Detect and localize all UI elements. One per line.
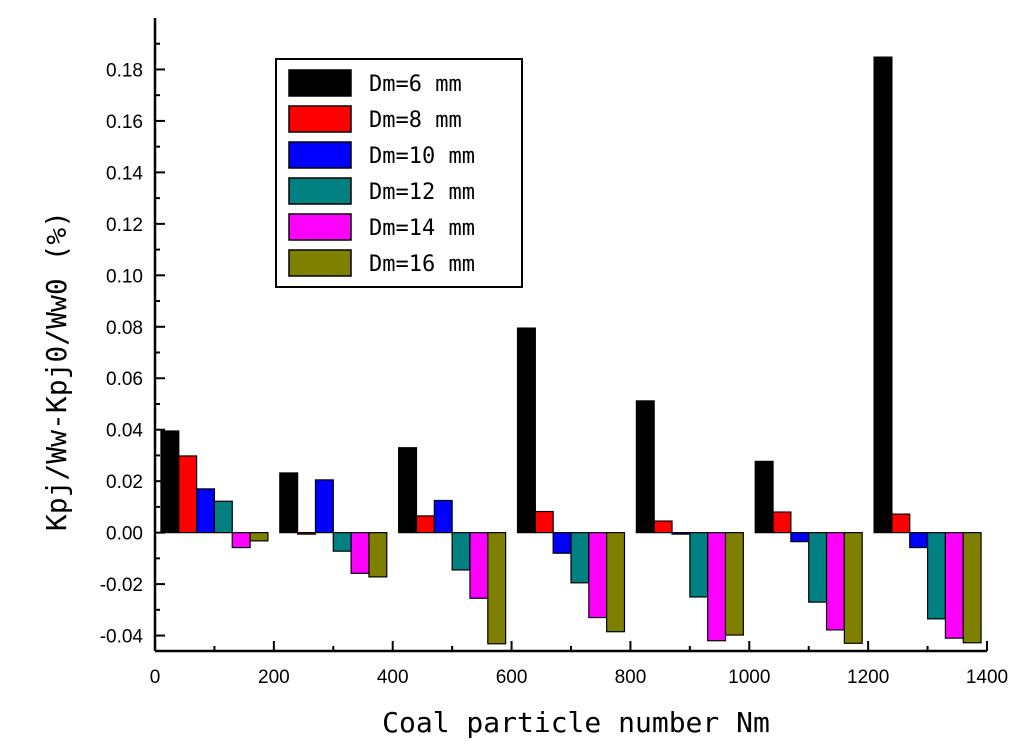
legend-label-dm-12-mm: Dm=12 mm: [369, 180, 475, 205]
y-tick-label: 0.08: [106, 318, 143, 339]
legend-swatch-dm-6-mm: [288, 69, 352, 97]
legend-swatch-dm-16-mm: [288, 249, 352, 277]
y-tick-label: 0.16: [106, 112, 143, 133]
bar-dm-10-mm-group-6: [790, 532, 810, 543]
x-tick-label: 1200: [847, 667, 889, 688]
y-tick-label: 0.10: [106, 266, 143, 287]
legend-swatch-dm-14-mm: [288, 213, 352, 241]
bar-dm-16-mm-group-4: [606, 532, 626, 633]
bar-dm-10-mm-group-2: [314, 479, 334, 534]
bar-dm-12-mm-group-6: [808, 532, 828, 603]
bar-dm-12-mm-group-7: [926, 532, 946, 620]
bar-dm-16-mm-group-6: [843, 532, 863, 644]
bar-dm-6-mm-group-4: [516, 327, 536, 534]
y-tick-label: 0.14: [106, 163, 143, 184]
y-tick-label: 0.04: [106, 421, 143, 442]
bar-dm-14-mm-group-1: [231, 532, 251, 549]
bar-dm-16-mm-group-2: [368, 532, 388, 578]
bar-dm-14-mm-group-7: [944, 532, 964, 639]
bar-dm-10-mm-group-5: [671, 532, 691, 535]
x-axis-title: Coal particle number Nm: [382, 706, 770, 739]
bar-dm-10-mm-group-7: [909, 532, 929, 549]
y-tick-label: 0.18: [106, 60, 143, 81]
y-tick-label: -0.02: [100, 575, 143, 596]
bar-dm-14-mm-group-2: [350, 532, 370, 574]
bar-dm-14-mm-group-6: [825, 532, 845, 631]
bar-dm-6-mm-group-5: [635, 400, 655, 534]
y-tick-label: 0.00: [106, 524, 143, 545]
legend-swatch-dm-10-mm: [288, 141, 352, 169]
y-tick-label: 0.12: [106, 215, 143, 236]
y-tick-label: 0.06: [106, 369, 143, 390]
bar-dm-6-mm-group-7: [873, 56, 893, 534]
legend-swatch-dm-12-mm: [288, 177, 352, 205]
bar-dm-14-mm-group-5: [707, 532, 727, 642]
bar-dm-10-mm-group-4: [552, 532, 572, 554]
bar-dm-8-mm-group-3: [415, 515, 435, 534]
bar-dm-8-mm-group-2: [297, 532, 317, 535]
legend-label-dm-8-mm: Dm=8 mm: [369, 108, 462, 133]
x-tick-label: 1400: [966, 667, 1008, 688]
x-tick-label: 800: [615, 667, 647, 688]
bar-dm-12-mm-group-3: [451, 532, 471, 571]
bar-dm-12-mm-group-4: [570, 532, 590, 584]
bar-dm-10-mm-group-3: [433, 499, 453, 534]
bar-dm-6-mm-group-6: [754, 460, 774, 534]
bar-dm-8-mm-group-6: [772, 511, 792, 534]
bar-dm-6-mm-group-2: [279, 472, 299, 534]
bar-dm-12-mm-group-2: [332, 532, 352, 552]
bar-dm-16-mm-group-1: [249, 532, 269, 542]
bar-dm-8-mm-group-4: [534, 510, 554, 534]
legend-box: [275, 58, 523, 288]
bar-dm-12-mm-group-5: [689, 532, 709, 598]
y-tick-label: -0.04: [100, 627, 144, 648]
x-tick-label: 0: [150, 667, 161, 688]
legend-label-dm-10-mm: Dm=10 mm: [369, 144, 475, 169]
legend-label-dm-6-mm: Dm=6 mm: [369, 72, 462, 97]
bar-dm-12-mm-group-1: [213, 500, 233, 534]
bar-dm-14-mm-group-4: [588, 532, 608, 619]
bar-dm-16-mm-group-3: [487, 532, 507, 645]
bar-dm-10-mm-group-1: [196, 488, 216, 534]
x-tick-label: 1000: [728, 667, 770, 688]
x-tick-label: 200: [258, 667, 290, 688]
legend-label-dm-16-mm: Dm=16 mm: [369, 252, 475, 277]
x-tick-label: 400: [377, 667, 409, 688]
bar-dm-14-mm-group-3: [469, 532, 489, 599]
bar-dm-8-mm-group-5: [653, 520, 673, 534]
bar-dm-16-mm-group-7: [962, 532, 982, 644]
axes-layer: 0 200 400 600 800 1000 1200 1400 -0.04 -0.02 0.00 0…: [100, 18, 1008, 688]
bar-dm-8-mm-group-7: [891, 513, 911, 534]
x-tick-label: 600: [496, 667, 528, 688]
bars-layer: [160, 56, 982, 645]
bar-dm-8-mm-group-1: [178, 455, 198, 534]
bar-dm-6-mm-group-3: [398, 447, 418, 534]
legend: Dm=6 mm Dm=8 mm Dm=10 mm Dm=12 mm Dm=14 mm Dm…: [275, 58, 523, 288]
y-tick-label: 0.02: [106, 472, 143, 493]
y-axis-title: Kpj/Ww-Kpj0/Ww0 (%): [40, 211, 73, 531]
bar-dm-16-mm-group-5: [724, 532, 744, 636]
legend-label-dm-14-mm: Dm=14 mm: [369, 216, 475, 241]
legend-swatch-dm-8-mm: [288, 105, 352, 133]
